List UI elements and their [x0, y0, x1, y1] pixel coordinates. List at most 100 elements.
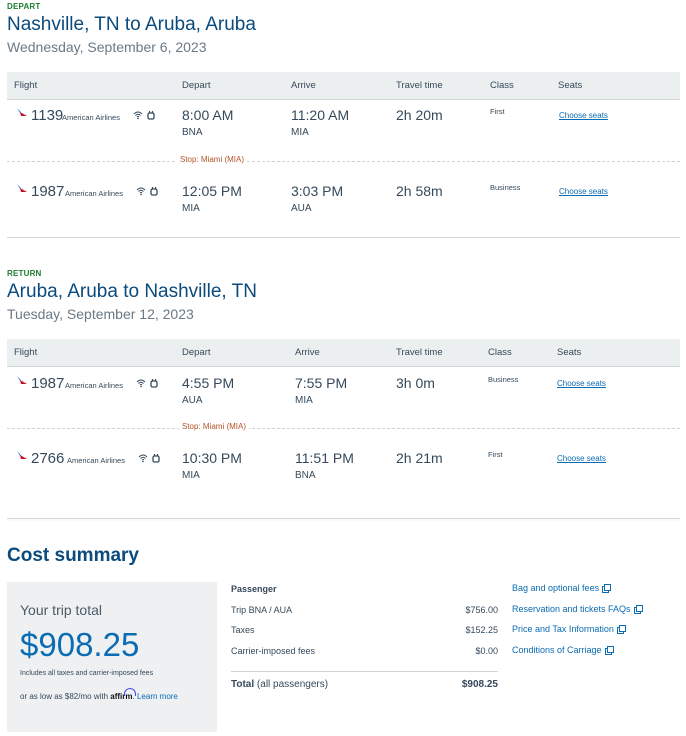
power-outlet-icon	[150, 187, 158, 196]
airline-name: American Airlines	[62, 113, 120, 122]
price-row: Carrier-imposed fees $0.00	[231, 646, 498, 656]
currency-symbol: $	[20, 626, 39, 663]
flight-row: 2766 American Airlines 10:30 PM MIA 11:5…	[7, 445, 680, 505]
wifi-icon	[133, 111, 143, 120]
stop-divider	[7, 161, 680, 162]
airline-name: American Airlines	[65, 381, 123, 390]
cabin-class: Business	[488, 375, 519, 384]
trip-total-amount: $908.25	[20, 626, 139, 664]
section-divider	[7, 237, 680, 238]
stop-label: Stop: Miami (MIA)	[177, 155, 248, 164]
price-row: Trip BNA / AUA $756.00	[231, 605, 498, 615]
flight-table-header: Flight Depart Arrive Travel time Class S…	[7, 72, 680, 100]
external-link-icon	[616, 625, 626, 634]
wifi-icon	[136, 187, 146, 196]
cabin-class: First	[490, 107, 505, 116]
total-label: Total	[231, 679, 255, 690]
external-link-icon	[602, 584, 612, 593]
depart-airport: MIA	[182, 470, 200, 481]
arrive-airport: AUA	[291, 203, 312, 214]
header-travel-time: Travel time	[396, 347, 443, 358]
travel-time: 3h 0m	[396, 375, 435, 391]
header-seats: Seats	[557, 347, 582, 358]
american-airlines-logo-icon	[17, 451, 27, 459]
travel-time: 2h 21m	[396, 450, 443, 466]
american-airlines-logo-icon	[17, 184, 27, 192]
flight-number: 1987	[31, 183, 65, 200]
header-arrive: Arrive	[291, 80, 316, 91]
price-label: Taxes	[231, 625, 255, 635]
price-value: $152.25	[465, 625, 498, 635]
depart-time: 8:00 AM	[182, 107, 234, 123]
travel-time: 2h 20m	[396, 107, 443, 123]
route-title-return: Aruba, Aruba to Nashville, TN	[7, 281, 257, 302]
flight-number: 1987	[31, 375, 65, 392]
includes-fees-note: Includes all taxes and carrier-imposed f…	[20, 670, 154, 677]
passenger-heading: Passenger	[231, 584, 277, 594]
header-arrive: Arrive	[295, 347, 320, 358]
header-depart: Depart	[182, 347, 211, 358]
arrive-time: 7:55 PM	[295, 375, 348, 391]
arrive-time: 11:51 PM	[295, 450, 354, 466]
cabin-class: First	[488, 450, 503, 459]
arrive-airport: MIA	[295, 395, 313, 406]
trip-total-box: Your trip total $908.25 Includes all tax…	[7, 582, 217, 732]
flight-number: 1139	[31, 107, 64, 124]
total-label-qualifier: (all passengers)	[254, 679, 329, 690]
power-outlet-icon	[150, 379, 158, 388]
section-tag-depart: DEPART	[7, 2, 41, 11]
reservation-faqs-link[interactable]: Reservation and tickets FAQs	[512, 604, 643, 614]
american-airlines-logo-icon	[17, 108, 27, 116]
bag-fees-link[interactable]: Bag and optional fees	[512, 583, 612, 593]
power-outlet-icon	[152, 454, 160, 463]
route-date-return: Tuesday, September 12, 2023	[7, 306, 194, 322]
total-divider	[231, 671, 498, 672]
price-label: Carrier-imposed fees	[231, 646, 316, 656]
total-row: Total (all passengers) $908.25	[231, 679, 498, 690]
airline-name: American Airlines	[67, 456, 125, 465]
section-divider	[7, 518, 680, 519]
affirm-prefix: or as low as $82/mo with	[20, 692, 109, 701]
route-title-depart: Nashville, TN to Aruba, Aruba	[7, 14, 256, 35]
airline-name: American Airlines	[65, 189, 123, 198]
choose-seats-link[interactable]: Choose seats	[557, 454, 606, 463]
choose-seats-link[interactable]: Choose seats	[557, 379, 606, 388]
power-outlet-icon	[147, 111, 155, 120]
header-flight: Flight	[14, 347, 38, 358]
cabin-class: Business	[490, 183, 521, 192]
price-row: Taxes $152.25	[231, 625, 498, 635]
affirm-logo-icon: affirm	[110, 688, 136, 701]
choose-seats-link[interactable]: Choose seats	[559, 187, 608, 196]
stop-label: Stop: Miami (MIA)	[179, 422, 250, 431]
affirm-learn-more-link[interactable]: Learn more	[136, 692, 178, 701]
flight-number: 2766	[31, 450, 65, 467]
flight-row: 1139 American Airlines 8:00 AM BNA 11:20…	[7, 102, 680, 162]
arrive-time: 11:20 AM	[291, 107, 350, 123]
affirm-financing-line: or as low as $82/mo with affirm. Learn m…	[20, 688, 178, 701]
wifi-icon	[138, 454, 148, 463]
flight-row: 1987 American Airlines 4:55 PM AUA 7:55 …	[7, 370, 680, 430]
price-tax-info-link[interactable]: Price and Tax Information	[512, 624, 626, 634]
conditions-of-carriage-link[interactable]: Conditions of Carriage	[512, 645, 614, 655]
arrive-time: 3:03 PM	[291, 183, 344, 199]
arrive-airport: MIA	[291, 127, 309, 138]
depart-airport: BNA	[182, 127, 203, 138]
cost-summary-title: Cost summary	[7, 545, 139, 566]
trip-total-label: Your trip total	[20, 602, 102, 618]
travel-time: 2h 58m	[396, 183, 443, 199]
section-tag-return: RETURN	[7, 269, 42, 278]
header-travel-time: Travel time	[396, 80, 443, 91]
price-value: $0.00	[475, 646, 498, 656]
total-value: $908.25	[461, 679, 498, 690]
price-label: Trip BNA / AUA	[231, 605, 293, 615]
header-depart: Depart	[182, 80, 211, 91]
flight-table-header: Flight Depart Arrive Travel time Class S…	[7, 339, 680, 367]
depart-airport: AUA	[182, 395, 203, 406]
route-date-depart: Wednesday, September 6, 2023	[7, 39, 207, 55]
depart-airport: MIA	[182, 203, 200, 214]
price-value: $756.00	[465, 605, 498, 615]
arrive-airport: BNA	[295, 470, 316, 481]
depart-time: 12:05 PM	[182, 183, 242, 199]
choose-seats-link[interactable]: Choose seats	[559, 111, 608, 120]
depart-time: 4:55 PM	[182, 375, 235, 391]
